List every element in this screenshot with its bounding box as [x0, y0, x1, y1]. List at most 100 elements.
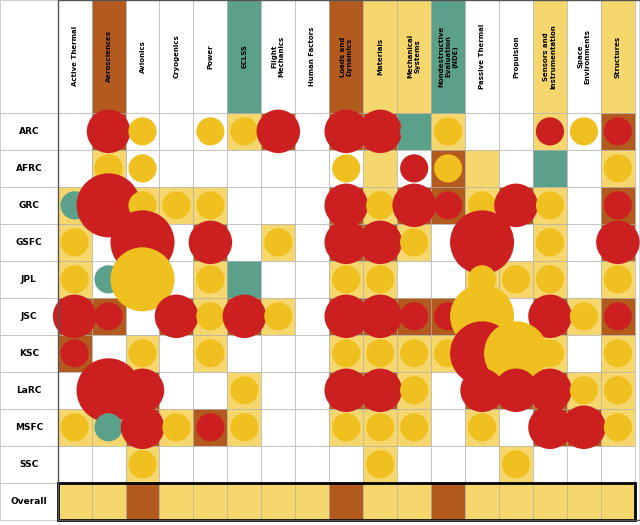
Bar [601, 113, 635, 150]
Text: KSC: KSC [19, 349, 39, 358]
Bar [0, 483, 58, 520]
Bar [533, 335, 567, 372]
Bar [92, 483, 125, 520]
Ellipse shape [502, 450, 530, 478]
Ellipse shape [536, 191, 564, 219]
Ellipse shape [61, 265, 89, 293]
Bar [601, 150, 635, 187]
Bar [159, 113, 193, 150]
Bar [601, 409, 635, 446]
Bar [397, 335, 431, 372]
Ellipse shape [570, 376, 598, 404]
Bar [533, 446, 567, 483]
Text: Overall: Overall [10, 497, 47, 506]
Bar [0, 409, 58, 446]
Bar [0, 298, 58, 335]
Ellipse shape [536, 339, 564, 368]
Bar [465, 446, 499, 483]
Bar [58, 483, 635, 520]
Bar [92, 261, 125, 298]
Bar [295, 409, 329, 446]
Ellipse shape [358, 220, 402, 264]
Bar [58, 298, 92, 335]
Text: Active Thermal: Active Thermal [72, 26, 77, 87]
Bar [364, 113, 397, 150]
Bar [329, 372, 364, 409]
Bar [465, 483, 499, 520]
Bar [431, 298, 465, 335]
Bar [227, 446, 261, 483]
Text: Mechanical
Systems: Mechanical Systems [408, 34, 420, 79]
Text: Avionics: Avionics [140, 40, 145, 73]
Bar [92, 150, 125, 187]
Bar [567, 446, 601, 483]
Bar [261, 335, 295, 372]
Bar [295, 150, 329, 187]
Ellipse shape [87, 110, 131, 153]
Bar [58, 409, 92, 446]
Text: Space
Environments: Space Environments [577, 29, 591, 84]
Text: Materials: Materials [377, 38, 383, 75]
Bar [601, 187, 635, 224]
Bar [499, 446, 533, 483]
Bar [58, 446, 92, 483]
Ellipse shape [400, 154, 428, 183]
Bar [431, 409, 465, 446]
Ellipse shape [366, 339, 394, 368]
Bar [92, 224, 125, 261]
Bar [58, 0, 92, 113]
Bar [227, 224, 261, 261]
Text: SSC: SSC [19, 460, 38, 469]
Bar [499, 298, 533, 335]
Bar [465, 409, 499, 446]
Bar [193, 187, 227, 224]
Ellipse shape [111, 211, 175, 275]
Bar [125, 483, 159, 520]
Ellipse shape [604, 302, 632, 330]
Ellipse shape [163, 191, 191, 219]
Bar [364, 335, 397, 372]
Bar [159, 187, 193, 224]
Ellipse shape [358, 110, 402, 153]
Bar [567, 113, 601, 150]
Bar [364, 150, 397, 187]
Ellipse shape [400, 339, 428, 368]
Ellipse shape [484, 321, 548, 385]
Ellipse shape [604, 117, 632, 145]
Bar [0, 224, 58, 261]
Text: AFRC: AFRC [15, 164, 42, 173]
Ellipse shape [392, 184, 436, 227]
Bar [499, 224, 533, 261]
Ellipse shape [230, 376, 259, 404]
Bar [125, 187, 159, 224]
Bar [533, 113, 567, 150]
Bar [329, 224, 364, 261]
Bar [92, 187, 125, 224]
Ellipse shape [562, 405, 605, 449]
Ellipse shape [230, 265, 259, 293]
Bar [159, 446, 193, 483]
Bar [125, 0, 159, 113]
Ellipse shape [189, 220, 232, 264]
Ellipse shape [223, 295, 266, 338]
Bar [261, 372, 295, 409]
Bar [295, 113, 329, 150]
Ellipse shape [366, 450, 394, 478]
Ellipse shape [494, 184, 538, 227]
Bar [364, 409, 397, 446]
Bar [567, 409, 601, 446]
Ellipse shape [61, 413, 89, 442]
Bar [227, 335, 261, 372]
Ellipse shape [121, 369, 164, 412]
Ellipse shape [61, 191, 89, 219]
Ellipse shape [163, 413, 191, 442]
Ellipse shape [77, 358, 141, 422]
Bar [159, 372, 193, 409]
Ellipse shape [604, 376, 632, 404]
Text: Cryogenics: Cryogenics [173, 35, 179, 78]
Bar [92, 409, 125, 446]
Bar [533, 0, 567, 113]
Bar [295, 446, 329, 483]
Bar [567, 335, 601, 372]
Ellipse shape [366, 191, 394, 219]
